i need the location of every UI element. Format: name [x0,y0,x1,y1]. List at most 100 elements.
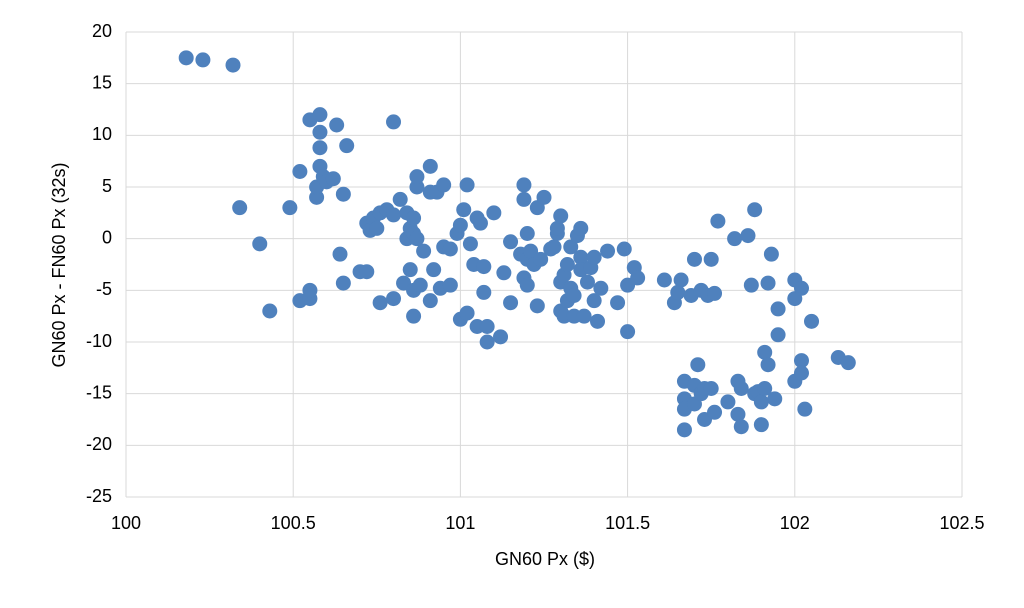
y-tick-label: -5 [96,279,112,299]
point [630,270,646,286]
point [386,207,402,223]
point [840,355,856,371]
point [703,381,719,396]
x-tick-label: 100.5 [271,513,316,533]
y-tick-label: 0 [102,227,112,247]
point [476,259,492,275]
point [459,177,475,193]
point [804,313,820,329]
point [747,202,763,218]
x-tick-label: 102 [780,513,810,533]
point [720,394,736,410]
point [686,251,702,267]
point [516,177,532,193]
point [456,202,472,218]
point [519,277,535,293]
point [670,284,686,300]
point [452,217,468,233]
point [733,419,749,435]
point [486,205,502,221]
point [730,406,746,422]
point [412,277,428,293]
point [302,282,318,298]
point [757,381,773,396]
point [472,215,488,231]
point [793,365,809,381]
point [616,241,632,257]
point [312,107,328,123]
point [329,117,345,133]
point [519,226,535,241]
point [409,231,425,247]
point [409,169,425,185]
point [406,308,422,324]
point [770,327,786,343]
point [409,179,425,195]
y-axis-label: GN60 Px - FN60 Px (32s) [49,162,69,367]
y-tick-label: 15 [92,72,112,92]
point [586,249,602,265]
point [312,140,328,156]
point [339,138,355,154]
point [770,301,786,317]
point [559,257,575,272]
point [733,381,749,396]
x-axis-label: GN60 Px ($) [495,549,595,569]
point [359,264,375,280]
point [593,280,609,296]
point [586,293,602,309]
point [195,52,211,68]
point [576,308,592,324]
point [546,239,562,255]
point [707,404,723,420]
point [533,251,549,267]
y-tick-label: 20 [92,21,112,41]
x-tick-label: 101.5 [605,513,650,533]
y-tick-label: -10 [86,331,112,351]
point [727,231,743,247]
point [707,285,723,301]
point [335,186,351,202]
point [566,288,582,303]
point [312,124,328,140]
point [523,243,539,259]
point [386,291,402,307]
point [703,251,719,267]
point [292,164,308,179]
point [325,171,341,187]
point [282,200,298,216]
point [262,303,278,319]
point [656,272,672,288]
point [516,191,532,207]
point [760,275,776,291]
point [503,295,519,311]
point [459,305,475,321]
y-tick-label: -15 [86,382,112,402]
y-tick-label: 5 [102,176,112,196]
point [743,277,759,293]
point [436,177,452,193]
point [753,394,769,410]
point [335,275,351,291]
point [422,293,438,309]
point [462,236,478,252]
x-tick-label: 102.5 [939,513,984,533]
point [740,228,756,244]
point [529,298,545,314]
point [479,334,495,350]
point [760,357,776,373]
point [232,200,248,216]
point [493,329,509,345]
point [690,357,706,373]
point [573,220,589,236]
point [797,401,813,417]
point [442,277,458,293]
point [590,313,606,329]
point [442,241,458,257]
point [225,57,241,73]
point [372,295,388,311]
point [600,243,616,259]
point [793,280,809,296]
point [553,208,569,224]
